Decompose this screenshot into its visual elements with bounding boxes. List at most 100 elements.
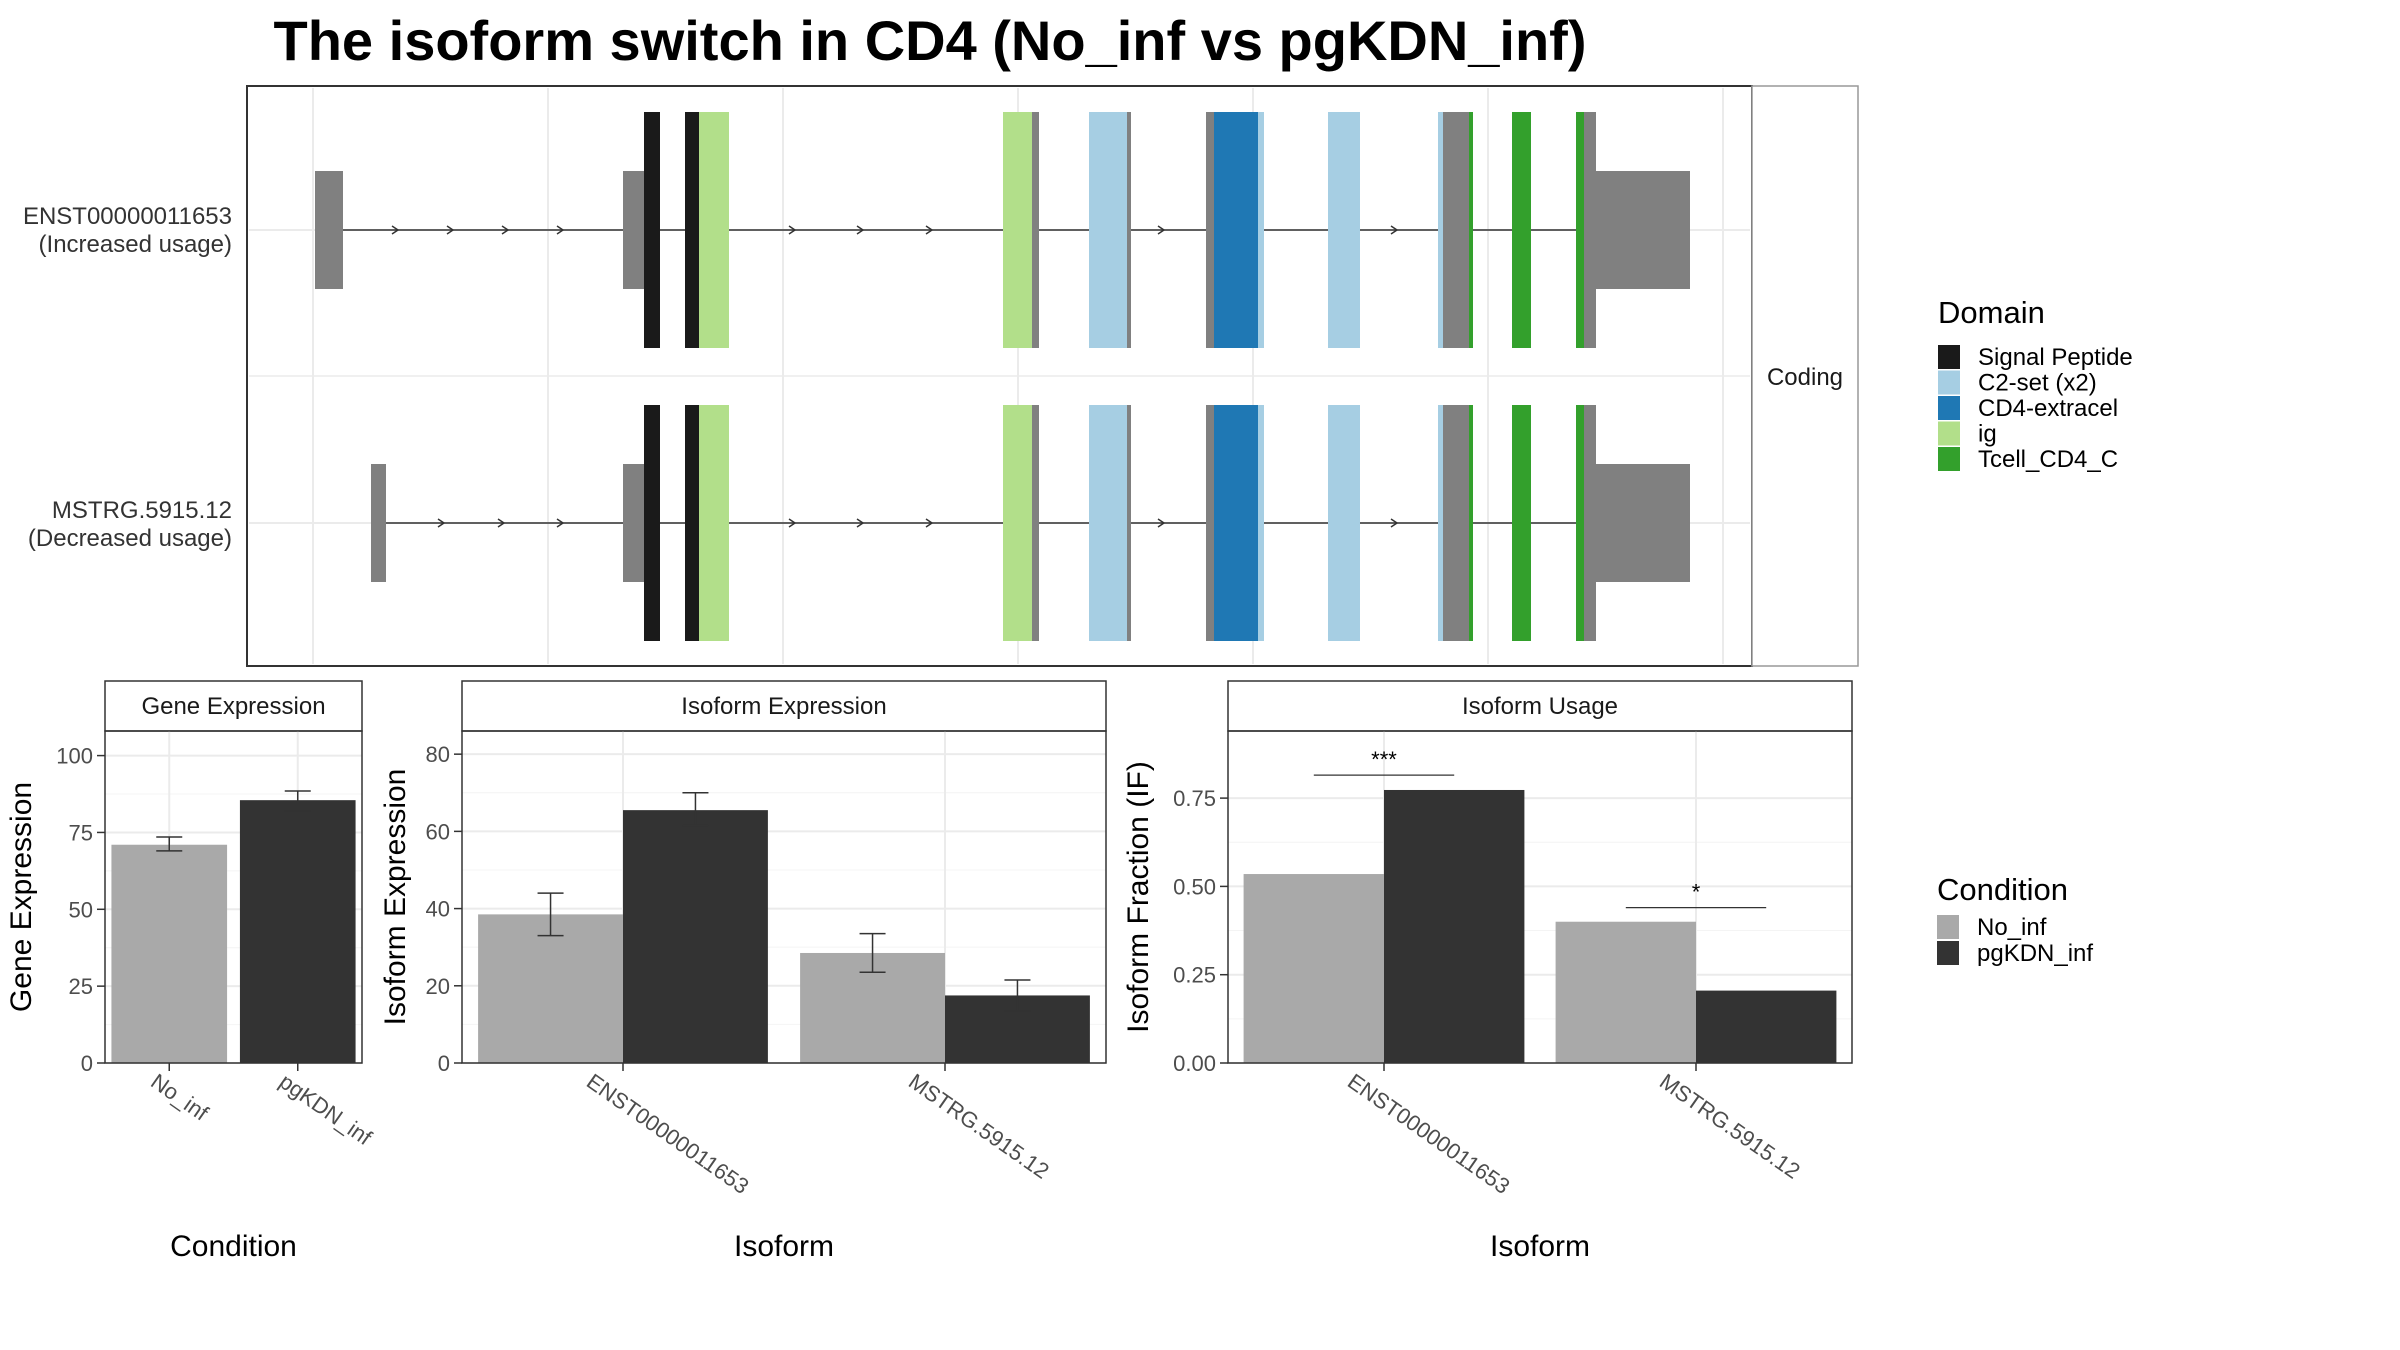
- utr-exon: [623, 171, 644, 289]
- bar-pgKDN_inf: [1696, 990, 1837, 1063]
- strand-arrow: [1390, 225, 1399, 235]
- y-tick-label: 0.25: [1173, 963, 1216, 988]
- bar-No_inf: [1243, 874, 1384, 1063]
- y-axis-title: Isoform Expression: [379, 769, 412, 1026]
- domain-segment: [1214, 405, 1258, 641]
- domain-segment: [1089, 112, 1127, 348]
- strand-arrow: [437, 518, 446, 528]
- strand-arrow: [556, 225, 565, 235]
- strand-arrow: [788, 518, 797, 528]
- utr-exon: [1032, 405, 1039, 641]
- strand-arrow: [391, 225, 400, 235]
- utr-exon: [1206, 112, 1214, 348]
- error-bar: [537, 892, 564, 937]
- y-tick-label: 0: [438, 1051, 450, 1076]
- y-tick-label: 50: [69, 897, 93, 922]
- domain-segment: [1438, 112, 1443, 348]
- domain-legend-label: Signal Peptide: [1978, 344, 2133, 371]
- domain-segment: [1512, 405, 1531, 641]
- strand-arrow: [856, 518, 865, 528]
- x-tick-label: No_inf: [146, 1069, 213, 1126]
- domain-legend-label: Tcell_CD4_C: [1978, 446, 2118, 473]
- domain-segment: [699, 405, 729, 641]
- strand-arrow: [925, 518, 934, 528]
- isoform-1-usage: (Increased usage): [39, 231, 232, 258]
- significance-marker: *: [1692, 880, 1701, 905]
- bar-pgKDN_inf: [1384, 789, 1525, 1063]
- domain-segment: [1512, 112, 1531, 348]
- utr-exon: [623, 464, 644, 582]
- domain-segment: [1003, 405, 1032, 641]
- transcript-row-1: [315, 112, 1690, 348]
- x-tick-label: ENST00000011653: [582, 1069, 753, 1199]
- bar-pgKDN_inf: [239, 800, 356, 1063]
- domain-segment: [1438, 405, 1443, 641]
- panel-border: [104, 730, 363, 1064]
- utr-exon: [1584, 405, 1596, 641]
- panel-border: [1227, 730, 1853, 1064]
- strand-arrow: [1390, 518, 1399, 528]
- isoform-1-name: ENST00000011653: [23, 203, 232, 230]
- figure-title: The isoform switch in CD4 (No_inf vs pgK…: [274, 9, 1587, 72]
- y-tick-label: 40: [426, 897, 450, 922]
- domain-segment: [1258, 112, 1264, 348]
- utr-exon: [1443, 112, 1469, 348]
- panel-strip-label: Isoform Usage: [1462, 693, 1618, 720]
- domain-legend-swatch: [1938, 396, 1960, 420]
- strand-arrow: [556, 518, 565, 528]
- y-tick-label: 0: [81, 1051, 93, 1076]
- isoform-expression-panel: Isoform Expression 0 20 40 60 80 ENST000000116…: [379, 680, 1107, 1263]
- y-axis-title: Gene Expression: [5, 782, 38, 1012]
- domain-segment: [1576, 405, 1584, 641]
- gene-structure-panel: Coding ENST00000011653 (Increased usage)…: [23, 85, 1859, 667]
- y-tick-label: 0.50: [1173, 874, 1216, 899]
- y-tick-label: 80: [426, 742, 450, 767]
- significance-marker: ***: [1371, 747, 1397, 772]
- condition-legend-swatch: [1937, 915, 1959, 939]
- domain-legend-title: Domain: [1938, 295, 2045, 330]
- utr-exon: [1596, 464, 1690, 582]
- strand-arrow: [925, 225, 934, 235]
- panel-strip: [104, 680, 363, 732]
- panel-strip: [1227, 680, 1853, 732]
- panel-strip: [461, 680, 1107, 732]
- bar-pgKDN_inf: [623, 810, 768, 1063]
- domain-segment: [1089, 405, 1127, 641]
- condition-legend-label: No_inf: [1977, 914, 2047, 941]
- utr-exon: [1032, 112, 1039, 348]
- y-tick-label: 75: [69, 820, 93, 845]
- error-bar: [859, 932, 886, 974]
- condition-legend-label: pgKDN_inf: [1977, 940, 2093, 967]
- domain-segment: [1328, 405, 1360, 641]
- x-tick-label: MSTRG.5915.12: [1655, 1069, 1805, 1184]
- y-tick-label: 100: [56, 744, 93, 769]
- y-tick-label: 60: [426, 819, 450, 844]
- y-tick-label: 20: [426, 974, 450, 999]
- utr-exon: [1443, 405, 1469, 641]
- domain-legend-label: CD4-extracel: [1978, 395, 2118, 422]
- error-bar: [284, 790, 311, 812]
- coding-strip: [1751, 85, 1859, 667]
- utr-exon: [1596, 171, 1690, 289]
- isoform-2-usage: (Decreased usage): [28, 525, 232, 552]
- strand-arrow: [788, 225, 797, 235]
- coding-strip-label: Coding: [1767, 364, 1843, 391]
- domain-legend-label: ig: [1978, 421, 1997, 448]
- domain-segment: [1328, 112, 1360, 348]
- utr-exon: [315, 171, 343, 289]
- error-bar: [156, 836, 183, 852]
- domain-legend-label: C2-set (x2): [1978, 370, 2097, 397]
- domain-segment: [1214, 112, 1258, 348]
- domain-legend-swatch: [1938, 447, 1960, 471]
- strand-arrow: [1157, 225, 1166, 235]
- utr-exon: [1206, 405, 1214, 641]
- domain-segment: [644, 112, 660, 348]
- domain-legend-swatch: [1938, 421, 1960, 446]
- domain-segment: [1576, 112, 1584, 348]
- condition-legend-swatch: [1937, 941, 1959, 965]
- strand-arrow: [497, 518, 506, 528]
- x-axis-title: Condition: [170, 1230, 297, 1263]
- panel-strip-label: Gene Expression: [141, 693, 325, 720]
